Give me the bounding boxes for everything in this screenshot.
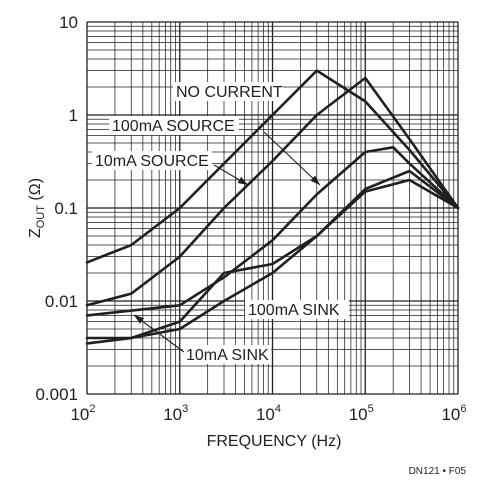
x-tick-exponent: 5 — [368, 403, 374, 415]
x-tick-base: 10 — [256, 405, 275, 424]
x-tick-label: 104 — [256, 403, 281, 424]
y-tick-label: 0.01 — [45, 292, 78, 311]
x-tick-base: 10 — [349, 405, 368, 424]
y-axis-title: ZOUT (Ω) — [27, 178, 47, 238]
annotation-100ma-source: 100mA SOURCE — [109, 116, 321, 186]
annotation-arrowhead — [237, 176, 248, 185]
y-tick-label: 10 — [59, 13, 78, 32]
annotation-arrow — [263, 131, 321, 186]
annotation-background — [173, 82, 283, 101]
annotation-background — [245, 300, 349, 319]
annotation-background — [109, 116, 239, 135]
annotation-10ma-source: 10mA SOURCE — [92, 151, 249, 186]
series-line-100ma-sink — [85, 169, 460, 345]
x-tick-label: 102 — [70, 403, 95, 424]
annotation-text: NO CURRENT — [176, 84, 283, 101]
y-tick-label: 0.1 — [54, 199, 78, 218]
annotation-text: 10mA SINK — [186, 347, 269, 364]
x-tick-base: 10 — [441, 405, 460, 424]
x-tick-label: 106 — [441, 403, 466, 424]
x-tick-exponent: 6 — [460, 403, 466, 415]
x-tick-label: 103 — [163, 403, 188, 424]
annotation-text: 100mA SOURCE — [112, 118, 235, 135]
series-line-no-current — [85, 69, 460, 264]
series-line-100ma-source — [85, 76, 460, 307]
x-tick-base: 10 — [70, 405, 89, 424]
x-tick-base: 10 — [163, 405, 182, 424]
figure-id: DN121 • F05 — [409, 466, 467, 477]
annotation-text: 100mA SINK — [248, 302, 340, 319]
y-tick-label: 0.001 — [35, 385, 78, 404]
annotation-100ma-sink: 100mA SINK — [245, 300, 349, 319]
x-tick-exponent: 3 — [182, 403, 188, 415]
annotation-background — [92, 151, 212, 170]
annotation-arrowhead — [310, 175, 320, 185]
y-axis-title-subscript: OUT — [35, 205, 47, 229]
y-axis-title-main: Z — [27, 228, 44, 238]
annotation-10ma-sink: 10mA SINK — [133, 314, 271, 364]
series-line-10ma-source — [85, 146, 460, 317]
y-axis-title-unit: (Ω) — [27, 178, 44, 205]
annotation-no-current: NO CURRENT — [173, 82, 283, 101]
chart-annotations: NO CURRENT 100mA SOURCE 10mA SOURCE 100mA S… — [92, 82, 349, 364]
x-tick-exponent: 4 — [275, 403, 281, 415]
y-tick-label: 1 — [69, 106, 78, 125]
annotation-background — [183, 345, 271, 364]
x-axis-title: FREQUENCY (Hz) — [207, 433, 342, 450]
annotation-arrow — [133, 314, 185, 353]
annotation-arrowhead — [134, 315, 145, 324]
annotation-text: 10mA SOURCE — [95, 153, 209, 170]
series-line-10ma-sink — [85, 178, 460, 340]
x-tick-label: 105 — [349, 403, 374, 424]
chart-curves — [85, 69, 460, 345]
x-tick-exponent: 2 — [89, 403, 95, 415]
